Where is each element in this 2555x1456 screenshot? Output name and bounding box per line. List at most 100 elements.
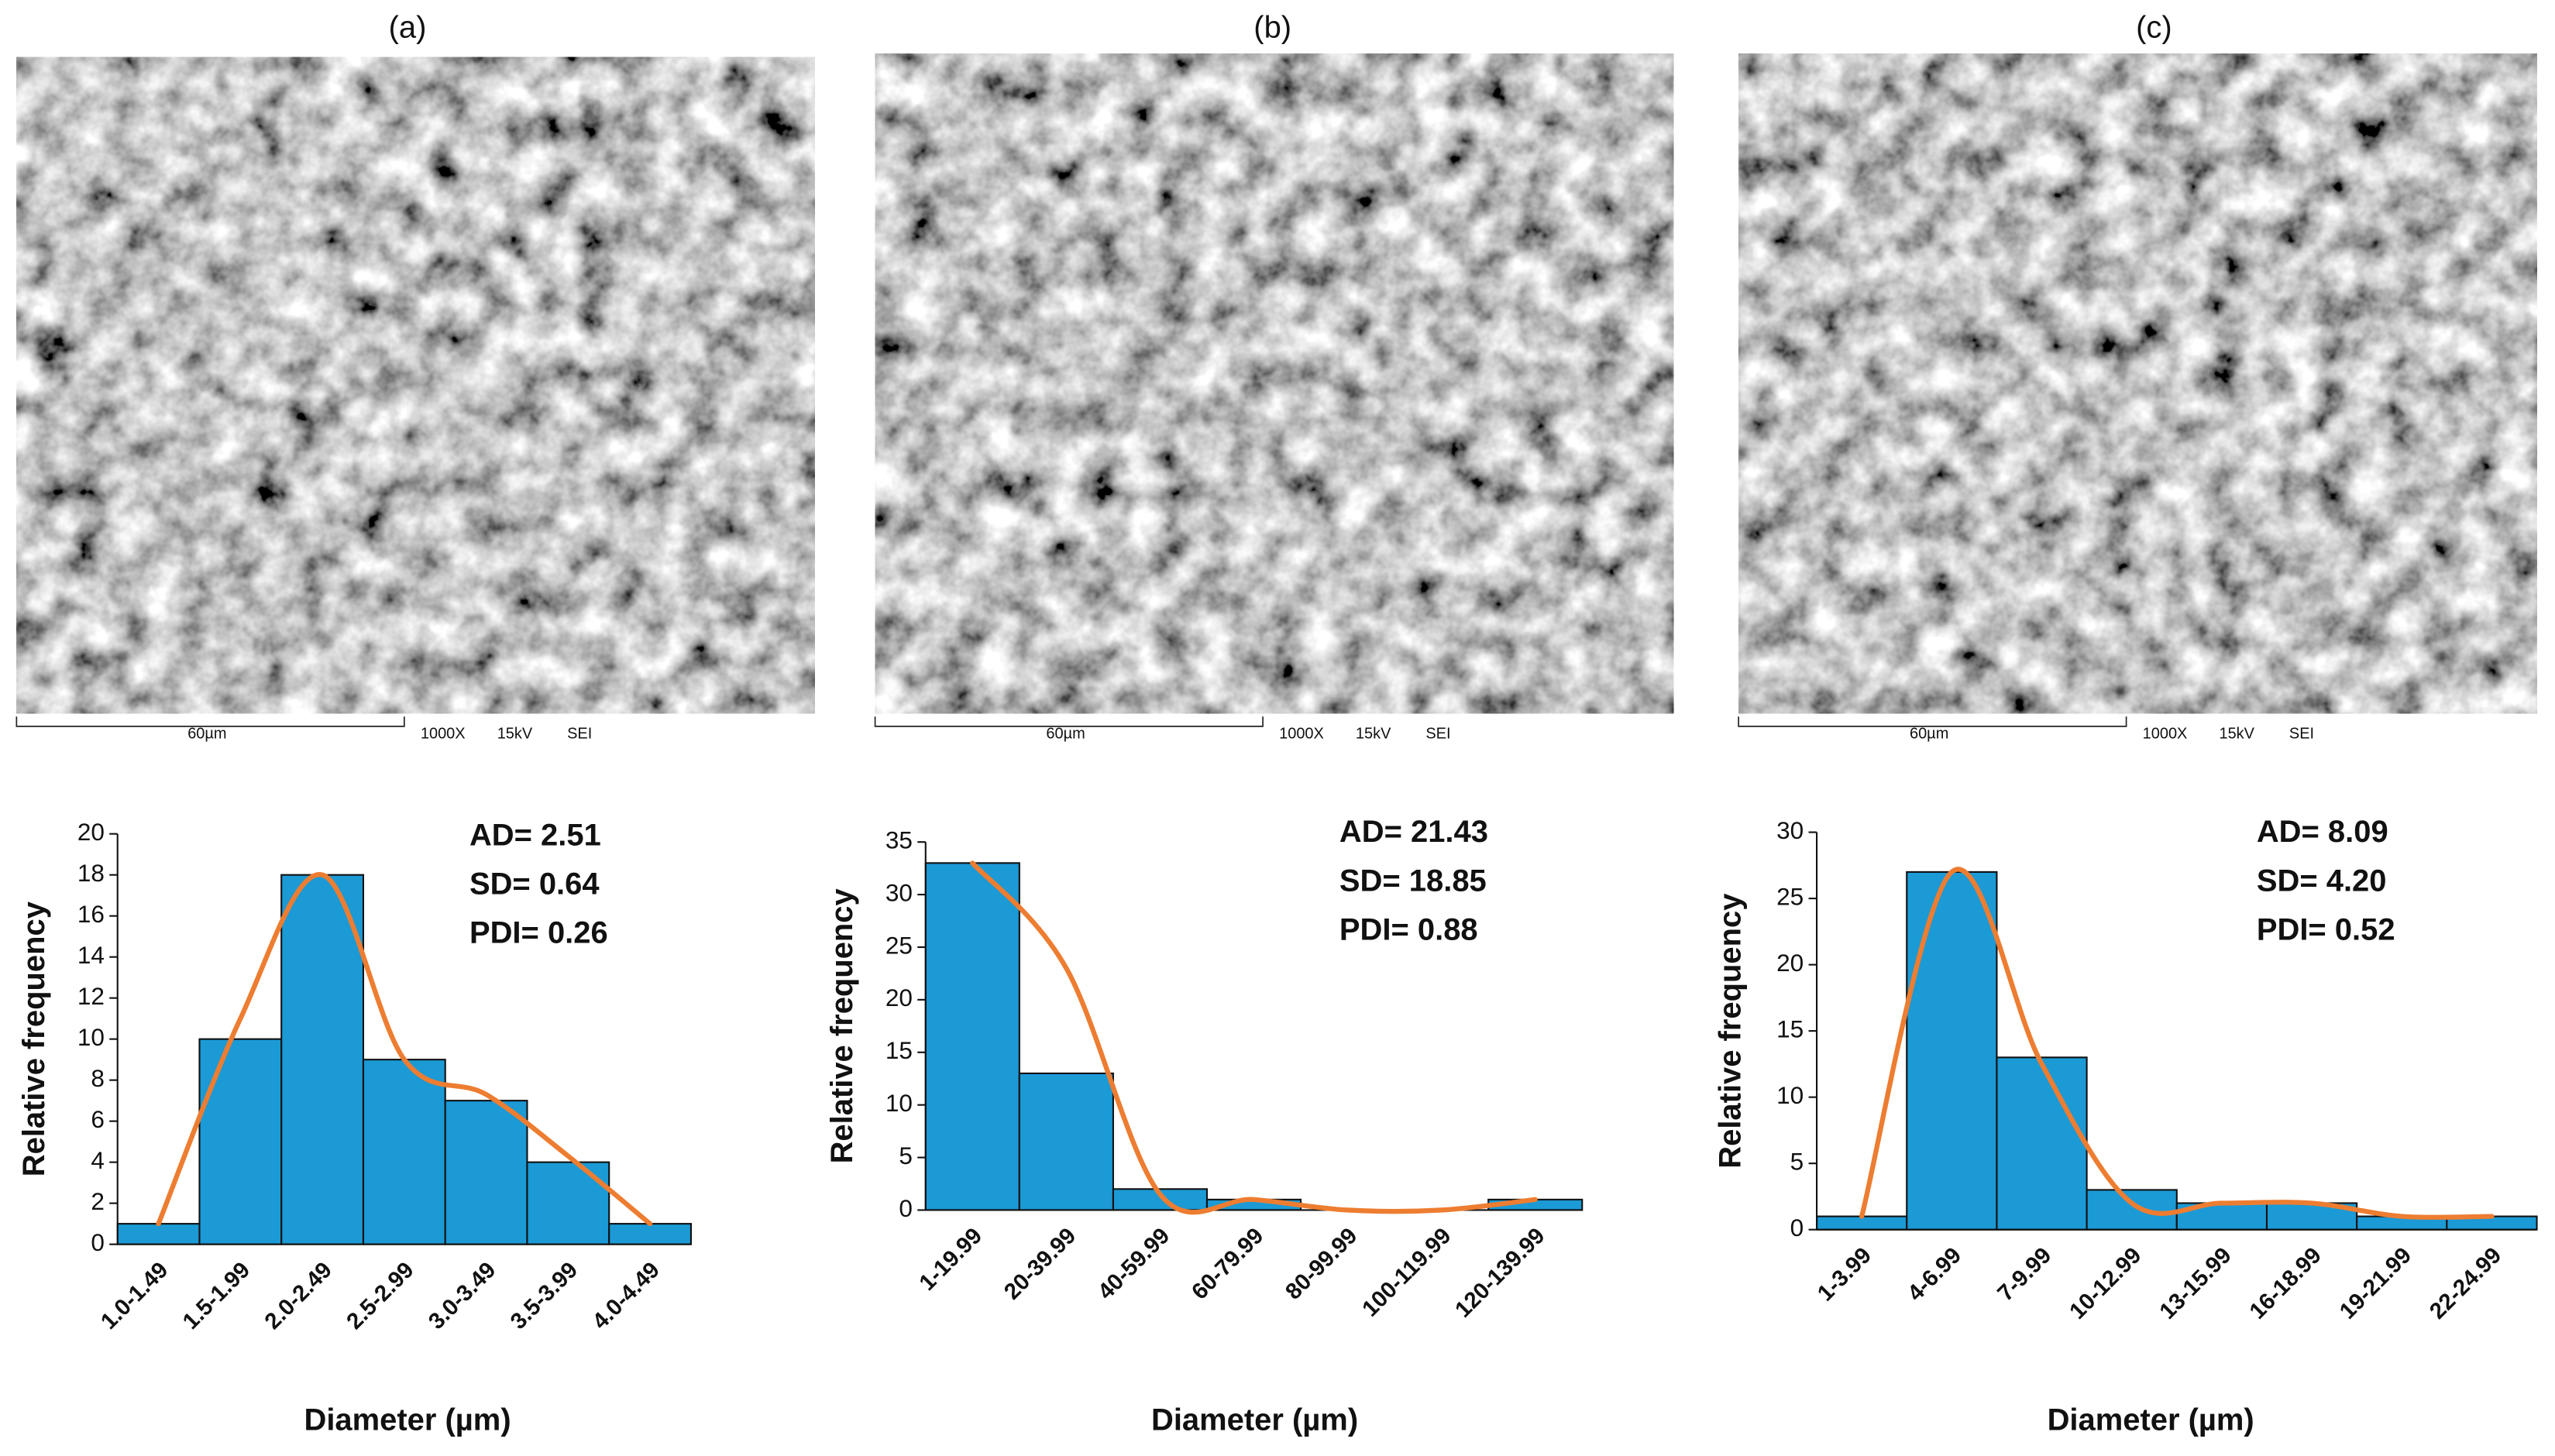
y-tick-label: 5 bbox=[1790, 1148, 1804, 1176]
y-tick-label: 16 bbox=[77, 900, 105, 928]
y-tick-label: 5 bbox=[899, 1142, 913, 1169]
sem-panel-b: (b) bbox=[875, 10, 1674, 714]
bar bbox=[198, 1038, 283, 1245]
y-tick-label: 30 bbox=[1776, 816, 1804, 844]
x-tick-label: 2.0-2.49 bbox=[260, 1257, 337, 1334]
scale-bar-line bbox=[1738, 716, 2127, 727]
bar bbox=[924, 862, 1020, 1211]
x-tick-label: 1.5-1.99 bbox=[177, 1257, 255, 1334]
panel-label: (b) bbox=[1253, 10, 1291, 44]
y-axis-title: Relative frequency bbox=[825, 888, 859, 1163]
x-tick-label: 19-21.99 bbox=[2335, 1242, 2417, 1324]
bar bbox=[1996, 1056, 2088, 1231]
y-tick-label: 10 bbox=[1776, 1081, 1804, 1109]
scale-label: 60µm bbox=[1046, 726, 1085, 743]
x-tick-label: 1-19.99 bbox=[914, 1223, 987, 1296]
x-tick-label: 16-18.99 bbox=[2244, 1242, 2326, 1324]
mode: SEI bbox=[1425, 726, 1450, 743]
y-tick-label: 10 bbox=[77, 1023, 105, 1051]
y-tick-label: 20 bbox=[1776, 949, 1804, 977]
scale-bar: 60µm 1000X 15kV SEI bbox=[1738, 716, 2314, 743]
scale-bar-line bbox=[15, 716, 405, 727]
x-tick-label: 100-119.99 bbox=[1357, 1223, 1456, 1322]
x-tick-label: 20-39.99 bbox=[999, 1223, 1081, 1305]
x-tick-label: 3.5-3.99 bbox=[505, 1257, 583, 1334]
x-tick-label: 40-59.99 bbox=[1093, 1223, 1175, 1305]
voltage: 15kV bbox=[1356, 726, 1391, 743]
y-tick-label: 4 bbox=[91, 1146, 105, 1174]
x-tick-label: 4.0-4.49 bbox=[587, 1257, 665, 1334]
histogram: 1-3.99 4-6.99 7-9.99 10-12.99 13-15.99 16-18.… bbox=[1713, 815, 2538, 1437]
annotation: PDI= 0.26 bbox=[469, 916, 608, 950]
mode: SEI bbox=[567, 726, 592, 743]
y-tick-label: 0 bbox=[1790, 1214, 1804, 1241]
y-tick-label: 6 bbox=[91, 1105, 105, 1133]
panel-label: (a) bbox=[389, 10, 427, 44]
annotation: SD= 18.85 bbox=[1339, 864, 1487, 898]
y-tick-label: 18 bbox=[77, 859, 105, 887]
x-tick-label: 3.0-3.49 bbox=[424, 1257, 501, 1334]
y-axis-title: Relative frequency bbox=[1713, 894, 1747, 1169]
x-tick-label: 2.5-2.99 bbox=[342, 1257, 419, 1334]
mode: SEI bbox=[2289, 726, 2314, 743]
voltage: 15kV bbox=[2219, 726, 2254, 743]
scale-bar-line bbox=[874, 716, 1264, 727]
annotation: SD= 4.20 bbox=[2257, 864, 2387, 898]
x-tick-label: 22-24.99 bbox=[2425, 1242, 2507, 1324]
annotation: SD= 0.64 bbox=[469, 867, 600, 901]
scale-label: 60µm bbox=[1910, 726, 1948, 743]
x-tick-label: 80-99.99 bbox=[1281, 1223, 1363, 1305]
y-tick-label: 25 bbox=[885, 931, 913, 959]
panel-label: (c) bbox=[2136, 10, 2172, 44]
x-tick-label: 7-9.99 bbox=[1993, 1242, 2056, 1306]
scale-label: 60µm bbox=[187, 726, 226, 743]
fit-curve bbox=[1859, 867, 2495, 1221]
y-tick-label: 2 bbox=[91, 1187, 105, 1215]
x-axis-title: Diameter (µm) bbox=[2048, 1403, 2254, 1437]
bar bbox=[526, 1161, 610, 1245]
y-tick-label: 30 bbox=[885, 878, 913, 906]
sem-panel-c: (c) bbox=[1738, 10, 2537, 714]
y-tick-label: 35 bbox=[885, 826, 913, 854]
magnification: 1000X bbox=[421, 726, 466, 743]
y-tick-label: 14 bbox=[77, 941, 105, 969]
y-tick-label: 0 bbox=[91, 1228, 105, 1256]
histogram: 1.0-1.49 1.5-1.99 2.0-2.49 2.5-2.99 3.0-3.49… bbox=[17, 818, 693, 1437]
bar bbox=[1018, 1072, 1114, 1211]
bar bbox=[362, 1059, 446, 1245]
bar bbox=[280, 874, 365, 1245]
sem-panel-a: (a) bbox=[16, 10, 815, 714]
y-tick-label: 25 bbox=[1776, 882, 1804, 910]
y-tick-label: 15 bbox=[1776, 1015, 1804, 1042]
x-axis-title: Diameter (µm) bbox=[1151, 1403, 1358, 1437]
annotation: AD= 21.43 bbox=[1339, 815, 1488, 849]
y-tick-label: 20 bbox=[77, 818, 105, 846]
histogram: 1-19.99 20-39.99 40-59.99 60-79.99 80-99.991… bbox=[825, 815, 1584, 1437]
y-tick-label: 0 bbox=[899, 1194, 913, 1222]
x-tick-label: 1.0-1.49 bbox=[96, 1257, 174, 1334]
x-tick-label: 60-79.99 bbox=[1187, 1223, 1269, 1305]
x-axis-title: Diameter (µm) bbox=[304, 1403, 511, 1437]
annotation: AD= 8.09 bbox=[2257, 815, 2388, 849]
bar bbox=[444, 1100, 528, 1245]
sem-image bbox=[875, 53, 1674, 714]
x-tick-label: 10-12.99 bbox=[2065, 1242, 2147, 1324]
sem-image bbox=[16, 57, 815, 714]
magnification: 1000X bbox=[1279, 726, 1324, 743]
sem-image bbox=[1738, 53, 2537, 714]
fit-curve bbox=[970, 860, 1538, 1215]
annotation: PDI= 0.88 bbox=[1339, 912, 1478, 946]
fit-curve bbox=[156, 872, 653, 1227]
bar bbox=[116, 1223, 201, 1245]
voltage: 15kV bbox=[497, 726, 533, 743]
magnification: 1000X bbox=[2143, 726, 2188, 743]
annotation: AD= 2.51 bbox=[469, 818, 601, 852]
x-tick-label: 4-6.99 bbox=[1903, 1242, 1966, 1306]
x-tick-label: 1-3.99 bbox=[1813, 1242, 1876, 1306]
bar bbox=[608, 1223, 693, 1245]
bar bbox=[2086, 1189, 2178, 1231]
y-tick-label: 10 bbox=[885, 1089, 913, 1117]
y-tick-label: 20 bbox=[885, 984, 913, 1011]
y-tick-label: 15 bbox=[885, 1036, 913, 1064]
